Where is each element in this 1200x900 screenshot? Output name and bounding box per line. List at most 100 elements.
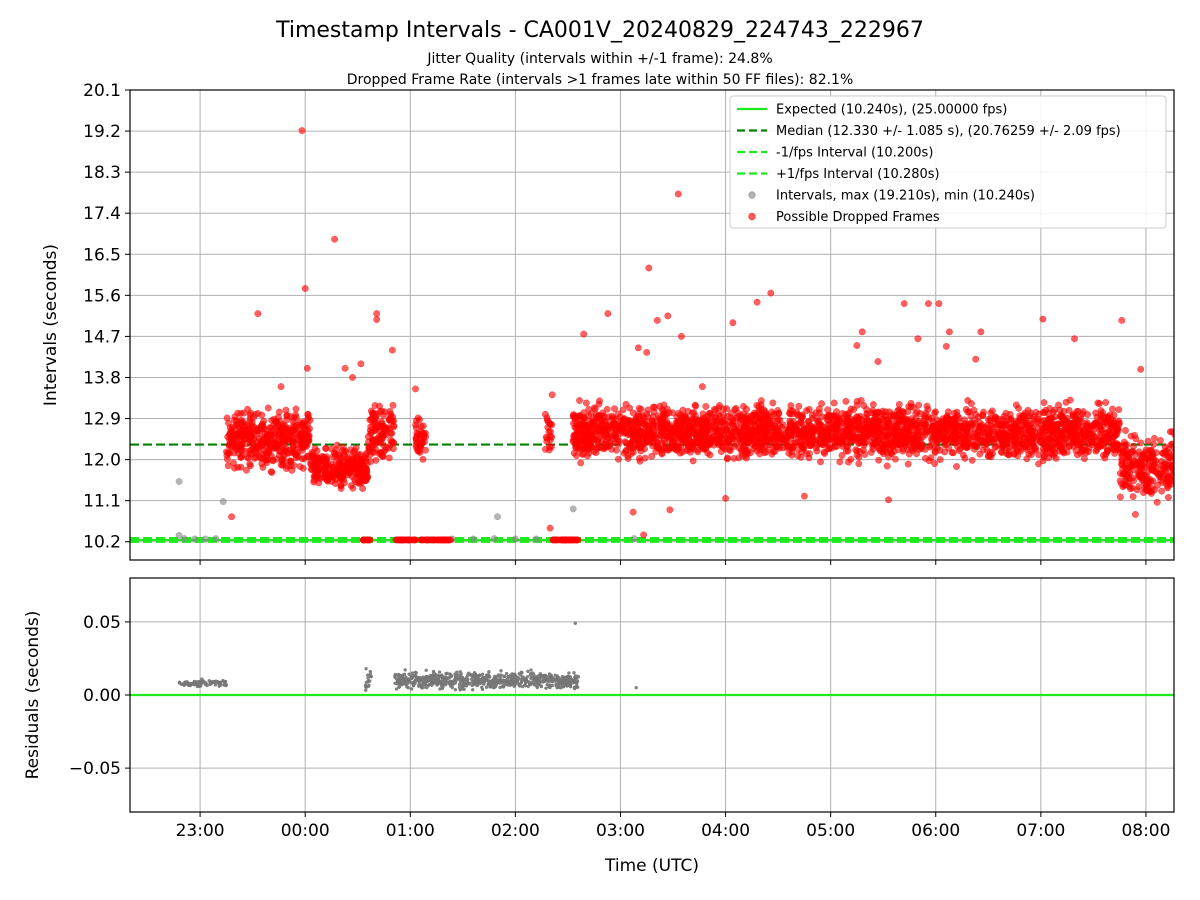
data-point xyxy=(361,471,369,479)
data-point xyxy=(411,536,419,544)
data-point xyxy=(743,405,750,413)
data-point xyxy=(415,447,423,455)
data-point xyxy=(451,679,456,683)
data-point xyxy=(393,681,397,686)
data-point xyxy=(746,449,754,457)
data-point xyxy=(1034,417,1041,425)
data-point xyxy=(1135,483,1143,491)
data-point xyxy=(1176,450,1182,456)
data-point xyxy=(653,316,661,324)
data-point xyxy=(360,536,368,544)
data-point xyxy=(304,410,312,418)
data-point xyxy=(403,668,407,672)
data-point xyxy=(436,678,440,682)
y-tick-label: 18.3 xyxy=(83,163,121,183)
data-point xyxy=(419,455,427,463)
data-point xyxy=(1177,474,1183,480)
chart-subtitle-jitter: Jitter Quality (intervals within +/-1 fr… xyxy=(426,51,772,67)
data-point xyxy=(1124,472,1132,479)
data-point xyxy=(723,455,731,463)
data-point xyxy=(478,673,482,678)
data-point xyxy=(225,441,233,449)
data-point xyxy=(207,679,212,683)
data-point xyxy=(243,466,250,474)
data-point xyxy=(526,684,530,689)
data-point xyxy=(738,436,746,444)
data-point xyxy=(904,460,912,468)
data-point xyxy=(769,428,777,436)
y-tick-label: 17.4 xyxy=(83,204,121,224)
data-point xyxy=(583,421,591,429)
data-point xyxy=(1040,399,1048,407)
data-point xyxy=(1046,405,1054,412)
x-tick-label: 04:00 xyxy=(701,821,750,841)
data-point xyxy=(850,406,858,414)
data-point xyxy=(1045,421,1053,429)
data-point xyxy=(1119,483,1127,491)
data-point xyxy=(1171,454,1174,461)
data-point xyxy=(438,674,443,679)
data-point xyxy=(517,684,522,688)
data-point xyxy=(749,412,757,419)
data-point xyxy=(529,676,533,681)
data-point xyxy=(1109,405,1116,413)
y-tick-label: −0.05 xyxy=(69,759,121,779)
data-point xyxy=(1024,406,1032,414)
data-point xyxy=(678,448,686,456)
data-point xyxy=(552,677,556,681)
data-point xyxy=(830,399,838,407)
data-point xyxy=(292,423,299,431)
data-point xyxy=(944,408,952,416)
data-point xyxy=(412,673,417,678)
series-0 xyxy=(175,478,638,543)
data-point xyxy=(563,676,567,680)
data-point xyxy=(224,683,228,688)
data-point xyxy=(862,418,870,426)
data-point xyxy=(981,430,989,438)
data-point xyxy=(480,685,484,690)
data-point xyxy=(888,443,896,451)
data-point xyxy=(699,410,707,418)
data-point xyxy=(882,408,890,416)
data-point xyxy=(653,444,661,452)
data-point xyxy=(1090,433,1098,441)
data-point xyxy=(458,681,463,685)
series-0 xyxy=(177,621,638,693)
data-point xyxy=(791,421,799,429)
data-point xyxy=(306,416,314,424)
data-point xyxy=(881,429,889,437)
data-point xyxy=(892,425,900,433)
data-point xyxy=(1175,456,1181,462)
data-point xyxy=(1040,417,1048,424)
data-point xyxy=(546,675,550,679)
data-point xyxy=(1113,431,1121,438)
data-point xyxy=(888,416,895,424)
data-point xyxy=(388,438,396,446)
data-point xyxy=(569,505,577,513)
data-point xyxy=(510,673,515,677)
data-point xyxy=(201,535,209,543)
data-point xyxy=(364,666,368,671)
data-point xyxy=(499,669,503,673)
data-point xyxy=(921,445,929,453)
data-point xyxy=(1096,432,1104,440)
data-point xyxy=(845,419,852,427)
data-point xyxy=(180,535,188,543)
data-point xyxy=(1035,460,1042,468)
data-point xyxy=(601,443,609,451)
data-point xyxy=(1041,441,1049,449)
data-point xyxy=(1030,445,1038,453)
data-point xyxy=(860,402,868,409)
data-point xyxy=(945,328,953,336)
data-point xyxy=(532,535,540,543)
data-point xyxy=(735,444,743,452)
data-point xyxy=(981,423,988,431)
data-point xyxy=(411,680,416,685)
data-point xyxy=(1147,478,1155,486)
data-point xyxy=(592,449,600,457)
data-point xyxy=(285,435,293,443)
data-point xyxy=(620,429,628,437)
data-point xyxy=(794,411,802,419)
data-point xyxy=(379,452,386,460)
data-point xyxy=(567,671,571,675)
